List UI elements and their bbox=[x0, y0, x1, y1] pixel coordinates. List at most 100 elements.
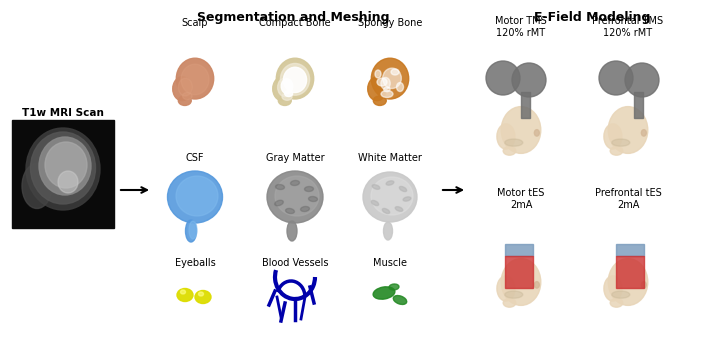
Ellipse shape bbox=[399, 187, 407, 191]
Ellipse shape bbox=[381, 91, 393, 97]
Circle shape bbox=[625, 63, 659, 97]
Text: Blood Vessels: Blood Vessels bbox=[262, 258, 329, 268]
Ellipse shape bbox=[58, 171, 78, 193]
Ellipse shape bbox=[395, 207, 403, 211]
Ellipse shape bbox=[389, 284, 399, 290]
Ellipse shape bbox=[382, 209, 390, 213]
Ellipse shape bbox=[304, 187, 314, 192]
Ellipse shape bbox=[173, 77, 191, 101]
Ellipse shape bbox=[386, 181, 394, 185]
Ellipse shape bbox=[373, 96, 387, 105]
Text: Spongy Bone: Spongy Bone bbox=[358, 18, 422, 28]
Text: Motor tES
2mA: Motor tES 2mA bbox=[497, 188, 544, 210]
Ellipse shape bbox=[176, 58, 214, 99]
Ellipse shape bbox=[198, 292, 203, 296]
Ellipse shape bbox=[610, 298, 623, 307]
Ellipse shape bbox=[503, 298, 516, 307]
Circle shape bbox=[512, 63, 546, 97]
Circle shape bbox=[486, 61, 520, 95]
Ellipse shape bbox=[285, 91, 292, 97]
Ellipse shape bbox=[45, 142, 87, 188]
Ellipse shape bbox=[371, 200, 379, 206]
Ellipse shape bbox=[403, 197, 411, 201]
Ellipse shape bbox=[183, 93, 192, 100]
Bar bbox=[521, 92, 530, 118]
Bar bbox=[616, 256, 644, 288]
Ellipse shape bbox=[275, 184, 285, 190]
Ellipse shape bbox=[275, 176, 319, 216]
Text: Prefrontal tES
2mA: Prefrontal tES 2mA bbox=[595, 188, 661, 210]
Ellipse shape bbox=[381, 77, 390, 89]
Ellipse shape bbox=[278, 96, 291, 105]
Ellipse shape bbox=[608, 106, 648, 153]
Ellipse shape bbox=[181, 64, 209, 95]
Ellipse shape bbox=[285, 208, 295, 214]
Text: Prefrontal TMS
120% rMT: Prefrontal TMS 120% rMT bbox=[593, 16, 663, 38]
Ellipse shape bbox=[367, 77, 387, 101]
Ellipse shape bbox=[309, 196, 317, 202]
Ellipse shape bbox=[377, 78, 387, 86]
Ellipse shape bbox=[372, 185, 380, 189]
Ellipse shape bbox=[168, 171, 222, 223]
Circle shape bbox=[599, 61, 633, 95]
Ellipse shape bbox=[280, 64, 309, 95]
Bar bbox=[505, 256, 533, 288]
Ellipse shape bbox=[505, 139, 523, 146]
Ellipse shape bbox=[535, 130, 539, 136]
Text: Compact Bone: Compact Bone bbox=[259, 18, 331, 28]
Text: Motor TMS
120% rMT: Motor TMS 120% rMT bbox=[495, 16, 547, 38]
Ellipse shape bbox=[375, 70, 381, 78]
Ellipse shape bbox=[497, 276, 515, 301]
Ellipse shape bbox=[393, 295, 406, 305]
Ellipse shape bbox=[641, 282, 646, 288]
Ellipse shape bbox=[501, 259, 541, 306]
Ellipse shape bbox=[612, 139, 630, 146]
Ellipse shape bbox=[371, 58, 409, 99]
Ellipse shape bbox=[373, 287, 395, 299]
Bar bbox=[505, 244, 533, 256]
Ellipse shape bbox=[275, 200, 283, 206]
Ellipse shape bbox=[39, 137, 91, 195]
Bar bbox=[634, 92, 643, 118]
Text: T1w MRI Scan: T1w MRI Scan bbox=[22, 108, 104, 118]
Ellipse shape bbox=[282, 93, 292, 100]
Ellipse shape bbox=[608, 259, 648, 306]
Text: Gray Matter: Gray Matter bbox=[266, 153, 324, 163]
Ellipse shape bbox=[384, 222, 392, 240]
Ellipse shape bbox=[384, 87, 390, 92]
Ellipse shape bbox=[363, 172, 417, 222]
Ellipse shape bbox=[26, 128, 100, 210]
Ellipse shape bbox=[185, 220, 197, 242]
Text: CSF: CSF bbox=[185, 153, 204, 163]
Ellipse shape bbox=[276, 58, 314, 99]
Ellipse shape bbox=[283, 67, 307, 93]
Ellipse shape bbox=[178, 78, 193, 96]
Ellipse shape bbox=[497, 124, 515, 149]
Text: E-Field Modeling: E-Field Modeling bbox=[534, 11, 650, 24]
Text: Eyeballs: Eyeballs bbox=[175, 258, 215, 268]
Ellipse shape bbox=[30, 132, 96, 204]
Ellipse shape bbox=[396, 82, 404, 92]
Ellipse shape bbox=[641, 130, 646, 136]
Ellipse shape bbox=[382, 68, 401, 89]
Ellipse shape bbox=[281, 79, 293, 94]
Text: Muscle: Muscle bbox=[373, 258, 407, 268]
Ellipse shape bbox=[181, 290, 185, 294]
Ellipse shape bbox=[287, 221, 297, 241]
Ellipse shape bbox=[22, 164, 52, 209]
Bar bbox=[12, 120, 114, 228]
Ellipse shape bbox=[301, 206, 309, 212]
Ellipse shape bbox=[176, 176, 218, 216]
Ellipse shape bbox=[189, 221, 197, 239]
Ellipse shape bbox=[501, 106, 541, 153]
Ellipse shape bbox=[610, 147, 623, 155]
Ellipse shape bbox=[503, 147, 516, 155]
Text: Segmentation and Meshing: Segmentation and Meshing bbox=[197, 11, 389, 24]
Ellipse shape bbox=[291, 180, 299, 186]
Text: White Matter: White Matter bbox=[358, 153, 422, 163]
Text: Scalp: Scalp bbox=[182, 18, 208, 28]
Ellipse shape bbox=[612, 291, 630, 298]
Ellipse shape bbox=[273, 77, 292, 101]
Ellipse shape bbox=[278, 78, 292, 97]
Bar bbox=[616, 244, 644, 256]
